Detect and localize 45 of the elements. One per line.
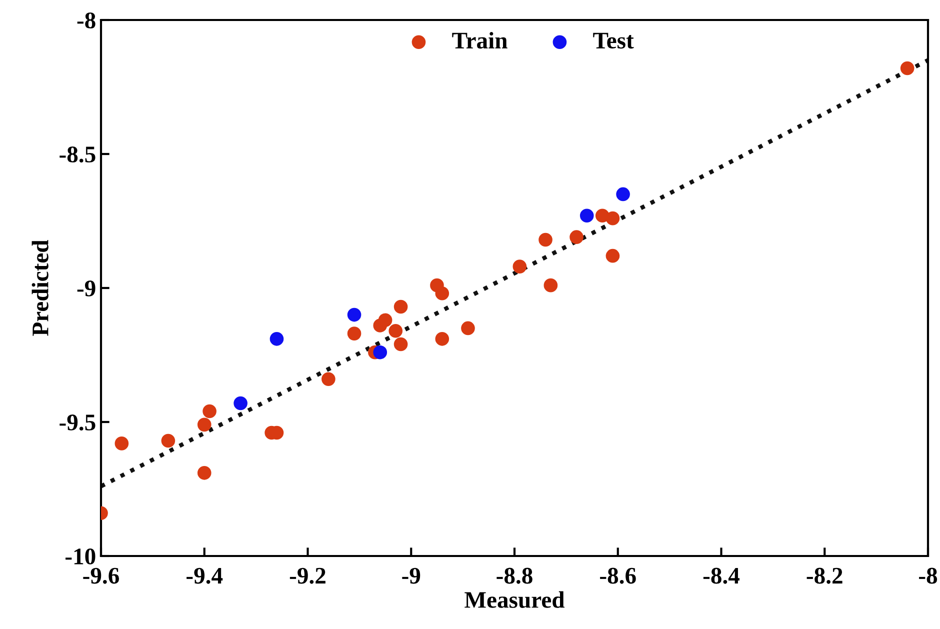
point [606, 248, 620, 263]
point [616, 187, 630, 202]
point [606, 211, 620, 226]
point [161, 434, 176, 448]
x-tick-label: -9.2 [290, 568, 326, 584]
legend-label: Train [452, 32, 508, 49]
x-tick-label: -8.2 [806, 568, 842, 584]
point [322, 372, 336, 386]
point [580, 208, 594, 223]
point [197, 466, 212, 480]
point [388, 324, 403, 338]
x-tick-label: -9.4 [186, 568, 223, 584]
point [378, 313, 392, 328]
point [394, 337, 408, 352]
y-tick-label: -9 [77, 280, 96, 296]
x-tick-label: -9 [402, 568, 420, 584]
point [270, 332, 284, 346]
point [347, 326, 362, 340]
point [512, 260, 527, 274]
point [461, 321, 475, 336]
point [435, 286, 450, 300]
point [114, 436, 129, 450]
x-tick-label: -8 [919, 568, 938, 584]
y-tick-label: -10 [66, 548, 96, 564]
point [347, 308, 362, 322]
point [900, 61, 914, 76]
legend-label: Test [593, 32, 634, 49]
point [373, 345, 388, 360]
y-tick-label: -8.5 [60, 146, 96, 163]
point [435, 332, 450, 346]
x-tick-label: -8.6 [600, 568, 636, 584]
y-axis-title: Predicted [32, 240, 48, 336]
x-axis-title: Measured [464, 591, 565, 608]
point [234, 396, 248, 410]
point [202, 404, 216, 418]
point [570, 230, 584, 244]
y-tick-label: -9.5 [60, 414, 96, 431]
x-tick-label: -9.6 [83, 568, 119, 584]
point [197, 418, 212, 432]
x-tick-label: -8.8 [496, 568, 532, 584]
y-tick-label: -8 [77, 12, 96, 28]
point [394, 300, 408, 314]
point [538, 232, 552, 247]
x-tick-label: -8.4 [703, 568, 740, 584]
point [544, 278, 558, 292]
